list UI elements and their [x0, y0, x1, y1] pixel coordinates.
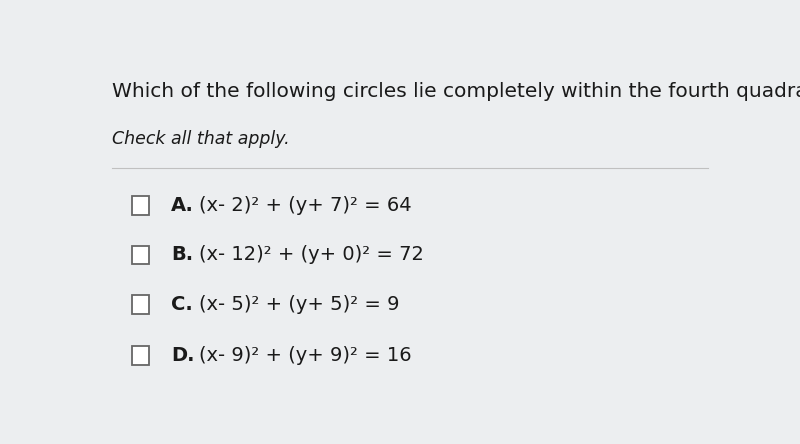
Text: (x- 2)² + (y+ 7)² = 64: (x- 2)² + (y+ 7)² = 64: [199, 196, 412, 215]
Text: (x- 5)² + (y+ 5)² = 9: (x- 5)² + (y+ 5)² = 9: [199, 295, 400, 314]
Text: D.: D.: [171, 346, 195, 365]
Text: Which of the following circles lie completely within the fourth quadrant?: Which of the following circles lie compl…: [112, 82, 800, 101]
Bar: [132, 346, 149, 365]
Text: A.: A.: [171, 196, 194, 215]
Text: (x- 12)² + (y+ 0)² = 72: (x- 12)² + (y+ 0)² = 72: [199, 246, 424, 265]
Bar: [132, 295, 149, 314]
Text: C.: C.: [171, 295, 193, 314]
Bar: [132, 196, 149, 215]
Text: (x- 9)² + (y+ 9)² = 16: (x- 9)² + (y+ 9)² = 16: [199, 346, 412, 365]
Bar: [132, 246, 149, 264]
Text: Check all that apply.: Check all that apply.: [112, 130, 290, 148]
Text: B.: B.: [171, 246, 194, 265]
